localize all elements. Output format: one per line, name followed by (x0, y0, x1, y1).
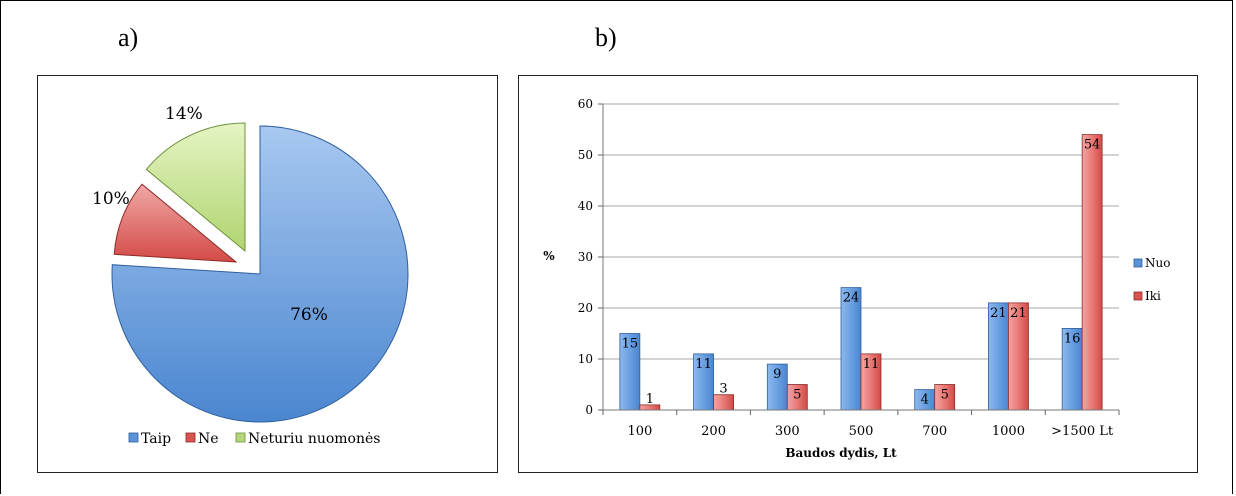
pie-legend-swatch-taip (129, 433, 138, 442)
legend-swatch-nuo (1134, 259, 1142, 267)
data-label-nuo-1500-lt: 16 (1064, 331, 1081, 346)
pie-legend-label-ne: Ne (198, 431, 219, 447)
pie-chart-panel: 76% 10% 14% Taip Ne Neturiu nuomonės (37, 75, 498, 473)
data-label-iki-700: 5 (941, 388, 949, 403)
data-label-nuo-100: 15 (622, 337, 639, 352)
data-label-iki-300: 5 (793, 388, 801, 403)
pie-slice-label-taip: 76% (290, 305, 328, 325)
data-label-iki-200: 3 (719, 382, 727, 397)
y-tick-label-60: 60 (578, 97, 593, 111)
y-tick-label-0: 0 (585, 403, 593, 417)
bar-iki-1500-lt (1082, 135, 1102, 410)
pie-legend-swatch-neturiu-nuomon-s (236, 433, 245, 442)
data-label-nuo-700: 4 (921, 393, 929, 408)
legend-swatch-iki (1134, 292, 1142, 300)
x-tick-label-1000: 1000 (992, 424, 1025, 439)
data-label-nuo-1000: 21 (990, 306, 1007, 321)
pie-legend-swatch-ne (186, 433, 195, 442)
bar-iki-200 (714, 395, 734, 410)
y-tick-label-20: 20 (578, 301, 593, 315)
data-label-iki-100: 1 (646, 392, 654, 407)
pie-slice-label-ne: 10% (92, 189, 130, 209)
y-tick-label-50: 50 (578, 148, 593, 162)
data-label-iki-500: 11 (863, 357, 880, 372)
bar-chart-panel: 15 1 11 3 9 5 24 11 4 5 21 21 16 54 0 10 20 30 40 50 60 100 2… (518, 75, 1198, 473)
panel-label-a: a) (118, 23, 138, 53)
data-label-nuo-300: 9 (773, 367, 781, 382)
y-tick-label-10: 10 (578, 352, 593, 366)
y-tick-label-40: 40 (578, 199, 593, 213)
pie-legend-label-neturiu-nuomon-s: Neturiu nuomonės (248, 431, 380, 447)
data-label-iki-1000: 21 (1010, 306, 1027, 321)
bar-nuo-500 (841, 288, 861, 410)
data-label-nuo-200: 11 (695, 357, 712, 372)
legend-label-nuo: Nuo (1145, 256, 1170, 270)
y-axis-title: % (543, 249, 555, 263)
pie-chart: 76% 10% 14% Taip Ne Neturiu nuomonės (38, 76, 497, 472)
x-tick-label-1500-lt: >1500 Lt (1051, 424, 1114, 439)
y-tick-label-30: 30 (578, 250, 593, 264)
x-tick-label-200: 200 (701, 424, 726, 439)
data-label-iki-1500-lt: 54 (1084, 138, 1101, 153)
panel-label-b: b) (595, 23, 617, 53)
x-axis-title: Baudos dydis, Lt (785, 446, 897, 460)
pie-legend-label-taip: Taip (141, 431, 171, 447)
x-tick-label-300: 300 (775, 424, 800, 439)
data-label-nuo-500: 24 (843, 291, 860, 306)
pie-slice-label-neturiu-nuomon-s: 14% (165, 104, 203, 124)
x-tick-label-500: 500 (849, 424, 874, 439)
x-tick-label-100: 100 (627, 424, 652, 439)
x-tick-label-700: 700 (922, 424, 947, 439)
legend-label-iki: Iki (1145, 289, 1161, 303)
